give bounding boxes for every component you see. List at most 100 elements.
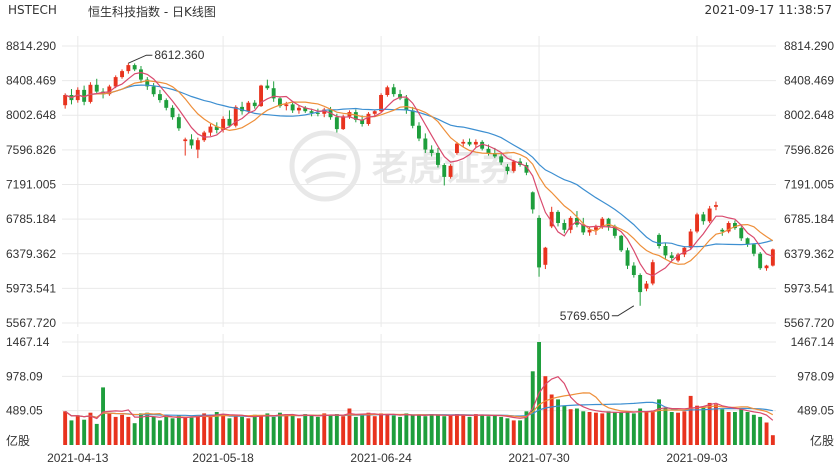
- volume-bar: [720, 409, 725, 445]
- volume-bar: [82, 419, 87, 445]
- candle-body: [556, 211, 560, 223]
- candle-body: [164, 100, 169, 108]
- volume-bar: [581, 411, 586, 445]
- volume-bar: [170, 418, 175, 445]
- volume-bar: [101, 387, 105, 445]
- candle-body: [417, 125, 421, 139]
- volume-bar: [448, 415, 453, 445]
- candle-body: [398, 94, 402, 99]
- candle-body: [404, 98, 409, 111]
- volume-bar: [63, 411, 68, 445]
- candle-body: [511, 161, 516, 171]
- volume-bar: [707, 402, 712, 445]
- volume-bar: [252, 414, 257, 445]
- candle-body: [126, 65, 131, 72]
- candle: [436, 147, 440, 168]
- candle: [202, 130, 207, 142]
- candle: [714, 201, 718, 211]
- candle: [505, 164, 510, 175]
- volume-bar: [139, 413, 143, 445]
- volume-bar: [423, 416, 428, 445]
- candle: [473, 139, 478, 148]
- index-symbol: HSTECH: [8, 3, 57, 17]
- candle: [265, 79, 270, 90]
- candle: [701, 211, 706, 225]
- candle-body: [733, 223, 737, 229]
- volume-bar: [701, 407, 706, 445]
- candle: [568, 216, 573, 234]
- candle: [309, 108, 314, 117]
- volume-bar: [151, 416, 156, 445]
- volume-bar: [733, 412, 737, 445]
- candle: [278, 96, 282, 108]
- candle-body: [631, 265, 636, 275]
- candle-body: [297, 107, 301, 111]
- candle-body: [189, 139, 194, 146]
- candle: [410, 106, 415, 129]
- candle-body: [739, 228, 744, 239]
- candle: [423, 133, 428, 154]
- volume-bar: [612, 412, 617, 445]
- y-tick-label-left: 8814.290: [6, 39, 56, 53]
- candle: [499, 153, 504, 165]
- candle-body: [688, 231, 693, 248]
- volume-bar: [758, 416, 763, 445]
- candle-body: [107, 86, 112, 95]
- volume-bar: [120, 414, 124, 445]
- candle-body: [448, 165, 453, 177]
- volume-bar: [214, 412, 219, 445]
- volume-bar: [385, 414, 390, 445]
- volume-bar: [556, 399, 560, 445]
- volume-bar: [265, 413, 270, 445]
- candle-body: [663, 246, 668, 256]
- low-annotation-leader: [611, 305, 635, 317]
- candle: [688, 228, 693, 250]
- candle: [758, 251, 763, 270]
- volume-bar: [669, 412, 674, 445]
- candle: [271, 81, 276, 102]
- candle-body: [726, 223, 731, 232]
- candle-body: [480, 141, 485, 149]
- candle: [657, 233, 661, 249]
- candle-body: [265, 85, 270, 89]
- watermark-logo: [289, 130, 361, 202]
- candle-body: [612, 226, 617, 236]
- candle-body: [208, 126, 213, 133]
- candle-body: [461, 141, 466, 144]
- candle-body: [183, 139, 188, 142]
- watermark-logo-stripes: [300, 153, 347, 185]
- volume-bar: [69, 420, 74, 445]
- volume-bar: [309, 414, 314, 445]
- candle: [638, 273, 643, 306]
- candle: [132, 63, 137, 72]
- candle: [385, 85, 390, 97]
- high-annotation-label: 8612.360: [154, 48, 204, 62]
- candle-body: [644, 283, 649, 289]
- chart-header: HSTECH 恒生科技指数 - 日K线图 2021-09-17 11:38:57: [0, 0, 840, 19]
- volume-bar: [638, 408, 643, 445]
- y-tick-label-right: 7191.005: [784, 178, 834, 192]
- y-tick-label-right: 8408.469: [784, 74, 834, 88]
- candle-body: [764, 265, 769, 269]
- candle-body: [701, 214, 706, 222]
- volume-bar: [183, 416, 188, 445]
- candle: [619, 234, 624, 252]
- candle-body: [63, 95, 68, 106]
- candle: [176, 113, 181, 131]
- volume-bar: [473, 414, 478, 445]
- candle-body: [524, 165, 529, 173]
- candle-body: [195, 140, 200, 150]
- candle-body: [707, 208, 712, 222]
- volume-bar: [486, 416, 491, 445]
- candle: [764, 264, 769, 271]
- candle: [511, 159, 516, 173]
- candle-body: [353, 112, 358, 120]
- candle: [366, 112, 371, 126]
- volume-bar: [461, 414, 466, 445]
- candle: [581, 217, 586, 235]
- candle: [107, 84, 112, 96]
- volume-bar: [543, 376, 548, 445]
- volume-bar: [644, 412, 649, 445]
- volume-tick-label-right: 978.09: [797, 369, 834, 383]
- candle-body: [145, 79, 150, 87]
